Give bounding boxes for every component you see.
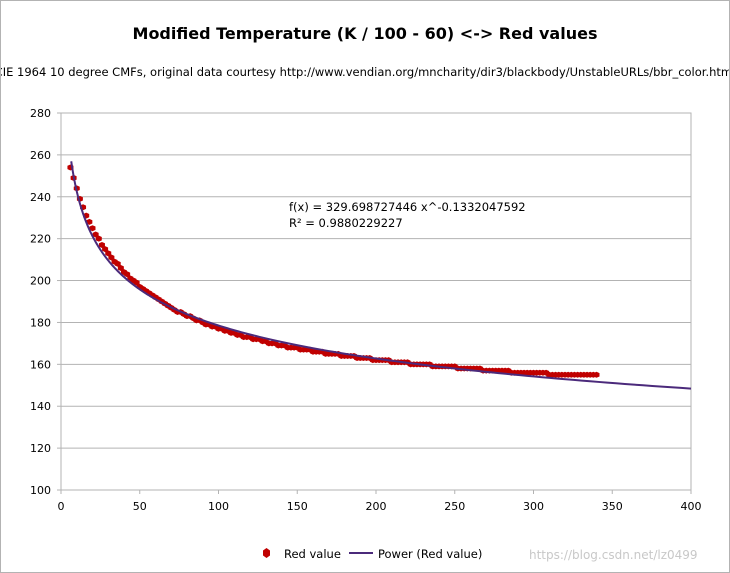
legend-marker-red-value [263,548,270,558]
r-squared-label: R² = 0.9880229227 [289,216,403,230]
x-tick-label-0: 0 [58,500,65,513]
red-value-point [86,218,93,225]
red-value-point [133,279,140,286]
red-value-point [89,225,96,232]
y-tick-label-280: 280 [30,107,51,120]
red-value-point [102,246,109,253]
chart-subtitle: (CIE 1964 10 degree CMFs, original data … [1,65,729,79]
red-value-point [124,271,131,278]
tick-labels: 100 120 140 160 180 200 220 240 260 280 0 50 100 150 2… [30,107,702,513]
y-tick-label-240: 240 [30,191,51,204]
y-tick-label-140: 140 [30,400,51,413]
x-tick-label-50: 50 [133,500,147,513]
y-tick-label-160: 160 [30,358,51,371]
legend-label-power: Power (Red value) [378,547,482,561]
x-tick-label-350: 350 [602,500,623,513]
equation-label: f(x) = 329.698727446 x^-0.1332047592 [289,200,526,214]
y-tick-label-260: 260 [30,149,51,162]
chart-title: Modified Temperature (K / 100 - 60) <-> … [133,24,598,43]
x-tick-label-300: 300 [523,500,544,513]
y-tick-label-120: 120 [30,442,51,455]
red-value-series [67,164,600,378]
red-value-point [108,254,115,261]
red-value-point [117,264,124,271]
plot-area-border [60,112,692,491]
y-tick-label-100: 100 [30,484,51,497]
x-tick-label-400: 400 [681,500,702,513]
watermark: https://blog.csdn.net/lz0499 [529,548,698,562]
legend: Red value Power (Red value) [263,547,482,561]
legend-label-red-value: Red value [284,547,341,561]
x-tick-label-100: 100 [208,500,229,513]
y-tick-label-200: 200 [30,275,51,288]
axes [57,112,692,494]
red-value-point [95,235,102,242]
red-value-point [98,241,105,248]
y-tick-label-220: 220 [30,233,51,246]
grid-lines [61,112,691,449]
x-tick-label-150: 150 [287,500,308,513]
red-value-point [593,371,600,378]
power-trendline-series [70,161,692,390]
red-value-point [92,231,99,238]
x-tick-label-200: 200 [366,500,387,513]
x-tick-label-250: 250 [444,500,465,513]
power-trendline [70,161,692,390]
y-tick-label-180: 180 [30,316,51,329]
red-value-point [114,260,121,267]
red-value-point [105,250,112,257]
